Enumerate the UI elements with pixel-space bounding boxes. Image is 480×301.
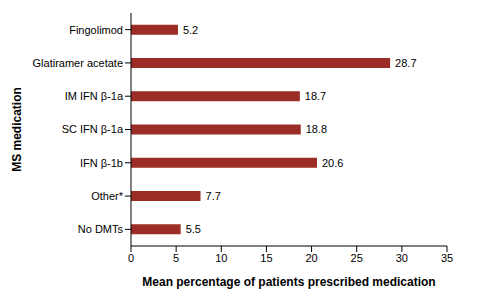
- svg-text:18.7: 18.7: [305, 90, 326, 102]
- svg-text:5.2: 5.2: [183, 24, 198, 36]
- svg-text:5.5: 5.5: [186, 223, 201, 235]
- svg-text:IM IFN β-1a: IM IFN β-1a: [65, 90, 124, 102]
- svg-text:MS medication: MS medication: [10, 87, 24, 172]
- svg-text:10: 10: [215, 252, 227, 264]
- svg-text:Mean percentage of patients pr: Mean percentage of patients prescribed m…: [142, 275, 435, 289]
- svg-text:7.7: 7.7: [206, 190, 221, 202]
- svg-text:20: 20: [305, 252, 317, 264]
- svg-text:35: 35: [441, 252, 453, 264]
- svg-text:No DMTs: No DMTs: [78, 223, 124, 235]
- svg-text:18.8: 18.8: [306, 123, 327, 135]
- svg-text:Glatiramer acetate: Glatiramer acetate: [33, 57, 123, 69]
- svg-text:25: 25: [351, 252, 363, 264]
- svg-text:28.7: 28.7: [395, 57, 416, 69]
- svg-text:IFN β-1b: IFN β-1b: [80, 157, 123, 169]
- svg-text:0: 0: [128, 252, 134, 264]
- svg-text:15: 15: [260, 252, 272, 264]
- svg-text:20.6: 20.6: [322, 157, 343, 169]
- svg-text:5: 5: [173, 252, 179, 264]
- svg-text:Fingolimod: Fingolimod: [69, 24, 123, 36]
- svg-text:Other*: Other*: [91, 190, 124, 202]
- svg-text:30: 30: [396, 252, 408, 264]
- svg-text:SC IFN β-1a: SC IFN β-1a: [62, 123, 124, 135]
